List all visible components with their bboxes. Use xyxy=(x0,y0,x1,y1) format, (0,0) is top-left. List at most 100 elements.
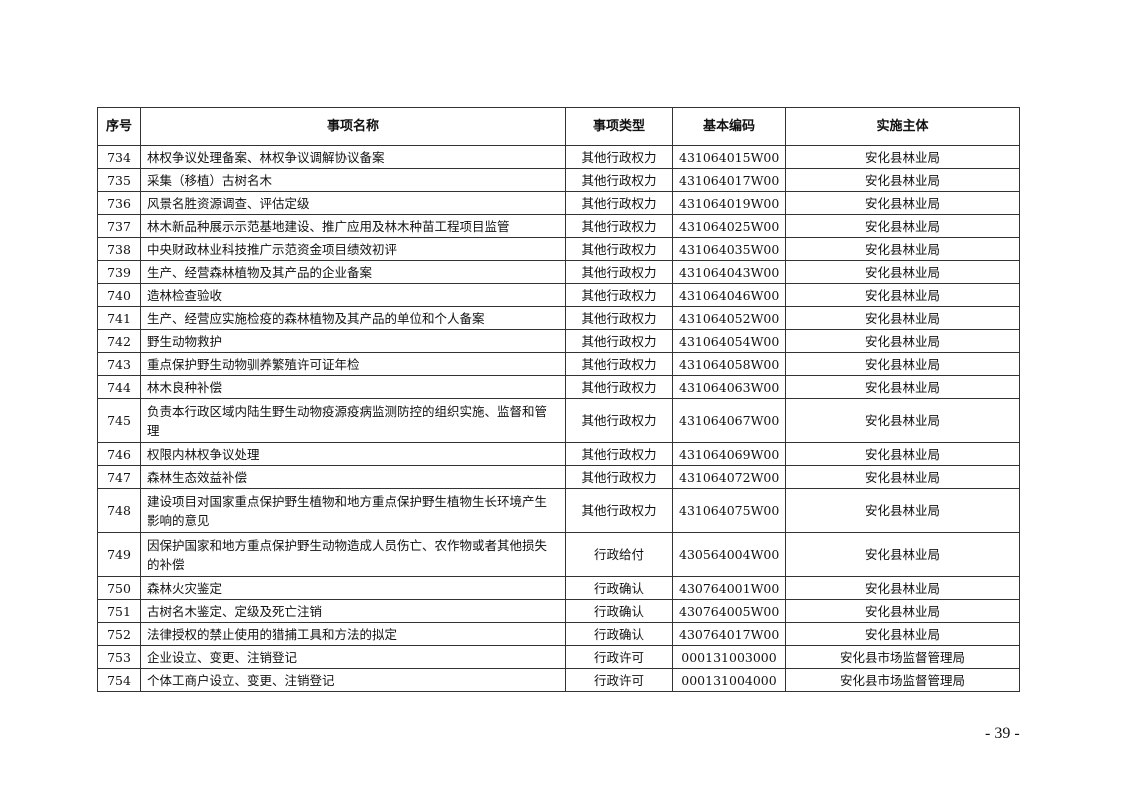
cell-name: 因保护国家和地方重点保护野生动物造成人员伤亡、农作物或者其他损失的补偿 xyxy=(140,532,566,577)
cell-code: 430764017W00 xyxy=(672,622,786,646)
cell-type: 行政确认 xyxy=(565,576,673,600)
cell-type: 其他行政权力 xyxy=(565,352,673,376)
cell-name: 风景名胜资源调查、评估定级 xyxy=(140,191,566,215)
cell-code: 431064052W00 xyxy=(672,306,786,330)
cell-agency: 安化县林业局 xyxy=(785,168,1020,192)
table-row: 747 森林生态效益补偿 其他行政权力 431064072W00 安化县林业局 xyxy=(97,465,1020,489)
table-row: 739 生产、经营森林植物及其产品的企业备案 其他行政权力 431064043W00 安… xyxy=(97,260,1020,284)
cell-name: 个体工商户设立、变更、注销登记 xyxy=(140,668,566,692)
cell-type: 行政确认 xyxy=(565,599,673,623)
cell-seq: 742 xyxy=(97,329,141,353)
table-row: 745 负责本行政区域内陆生野生动物疫源疫病监测防控的组织实施、监督和管理 其他行政… xyxy=(97,398,1020,443)
cell-code: 431064072W00 xyxy=(672,465,786,489)
cell-code: 431064054W00 xyxy=(672,329,786,353)
cell-type: 其他行政权力 xyxy=(565,329,673,353)
cell-code: 431064075W00 xyxy=(672,488,786,533)
cell-name: 林权争议处理备案、林权争议调解协议备案 xyxy=(140,145,566,169)
cell-seq: 736 xyxy=(97,191,141,215)
cell-code: 430564004W00 xyxy=(672,532,786,577)
table-row: 753 企业设立、变更、注销登记 行政许可 000131003000 安化县市场监督管理… xyxy=(97,645,1020,669)
cell-seq: 754 xyxy=(97,668,141,692)
cell-agency: 安化县林业局 xyxy=(785,237,1020,261)
cell-seq: 753 xyxy=(97,645,141,669)
cell-type: 其他行政权力 xyxy=(565,145,673,169)
cell-agency: 安化县林业局 xyxy=(785,532,1020,577)
cell-name: 权限内林权争议处理 xyxy=(140,442,566,466)
cell-agency: 安化县林业局 xyxy=(785,145,1020,169)
cell-agency: 安化县林业局 xyxy=(785,442,1020,466)
table-row: 738 中央财政林业科技推广示范资金项目绩效初评 其他行政权力 431064035W0… xyxy=(97,237,1020,261)
cell-agency: 安化县市场监督管理局 xyxy=(785,645,1020,669)
cell-code: 431064019W00 xyxy=(672,191,786,215)
cell-type: 行政许可 xyxy=(565,645,673,669)
cell-code: 431064025W00 xyxy=(672,214,786,238)
cell-name: 生产、经营森林植物及其产品的企业备案 xyxy=(140,260,566,284)
cell-type: 其他行政权力 xyxy=(565,237,673,261)
cell-seq: 737 xyxy=(97,214,141,238)
cell-seq: 740 xyxy=(97,283,141,307)
table-row: 742 野生动物救护 其他行政权力 431064054W00 安化县林业局 xyxy=(97,329,1020,353)
cell-name: 法律授权的禁止使用的猎捕工具和方法的拟定 xyxy=(140,622,566,646)
cell-name: 古树名木鉴定、定级及死亡注销 xyxy=(140,599,566,623)
cell-type: 其他行政权力 xyxy=(565,442,673,466)
cell-name: 中央财政林业科技推广示范资金项目绩效初评 xyxy=(140,237,566,261)
table-row: 736 风景名胜资源调查、评估定级 其他行政权力 431064019W00 安化县林业局 xyxy=(97,191,1020,215)
cell-seq: 744 xyxy=(97,375,141,399)
cell-seq: 751 xyxy=(97,599,141,623)
table-row: 735 采集（移植）古树名木 其他行政权力 431064017W00 安化县林业局 xyxy=(97,168,1020,192)
cell-code: 431064017W00 xyxy=(672,168,786,192)
cell-seq: 752 xyxy=(97,622,141,646)
cell-type: 其他行政权力 xyxy=(565,465,673,489)
cell-agency: 安化县林业局 xyxy=(785,352,1020,376)
cell-agency: 安化县林业局 xyxy=(785,599,1020,623)
cell-code: 430764001W00 xyxy=(672,576,786,600)
cell-name: 生产、经营应实施检疫的森林植物及其产品的单位和个人备案 xyxy=(140,306,566,330)
header-seq: 序号 xyxy=(97,107,141,146)
cell-agency: 安化县市场监督管理局 xyxy=(785,668,1020,692)
cell-code: 431064043W00 xyxy=(672,260,786,284)
table-row: 746 权限内林权争议处理 其他行政权力 431064069W00 安化县林业局 xyxy=(97,442,1020,466)
cell-type: 其他行政权力 xyxy=(565,375,673,399)
cell-type: 行政许可 xyxy=(565,668,673,692)
table-header-row: 序号 事项名称 事项类型 基本编码 实施主体 xyxy=(97,107,1020,146)
cell-type: 其他行政权力 xyxy=(565,260,673,284)
cell-agency: 安化县林业局 xyxy=(785,306,1020,330)
table-row: 750 森林火灾鉴定 行政确认 430764001W00 安化县林业局 xyxy=(97,576,1020,600)
cell-agency: 安化县林业局 xyxy=(785,214,1020,238)
cell-code: 431064015W00 xyxy=(672,145,786,169)
cell-agency: 安化县林业局 xyxy=(785,375,1020,399)
header-code: 基本编码 xyxy=(672,107,786,146)
cell-seq: 738 xyxy=(97,237,141,261)
cell-agency: 安化县林业局 xyxy=(785,622,1020,646)
cell-type: 其他行政权力 xyxy=(565,191,673,215)
cell-seq: 743 xyxy=(97,352,141,376)
header-type: 事项类型 xyxy=(565,107,673,146)
cell-code: 431064046W00 xyxy=(672,283,786,307)
cell-type: 其他行政权力 xyxy=(565,488,673,533)
cell-type: 行政确认 xyxy=(565,622,673,646)
cell-agency: 安化县林业局 xyxy=(785,283,1020,307)
cell-type: 其他行政权力 xyxy=(565,168,673,192)
table-row: 737 林木新品种展示示范基地建设、推广应用及林木种苗工程项目监管 其他行政权力 43… xyxy=(97,214,1020,238)
cell-seq: 735 xyxy=(97,168,141,192)
cell-name: 森林生态效益补偿 xyxy=(140,465,566,489)
cell-agency: 安化县林业局 xyxy=(785,191,1020,215)
table-row: 741 生产、经营应实施检疫的森林植物及其产品的单位和个人备案 其他行政权力 4310… xyxy=(97,306,1020,330)
page-number: - 39 - xyxy=(985,725,1020,742)
cell-code: 430764005W00 xyxy=(672,599,786,623)
cell-type: 其他行政权力 xyxy=(565,398,673,443)
cell-name: 林木良种补偿 xyxy=(140,375,566,399)
cell-name: 企业设立、变更、注销登记 xyxy=(140,645,566,669)
cell-seq: 750 xyxy=(97,576,141,600)
cell-agency: 安化县林业局 xyxy=(785,260,1020,284)
cell-seq: 747 xyxy=(97,465,141,489)
cell-seq: 748 xyxy=(97,488,141,533)
cell-name: 林木新品种展示示范基地建设、推广应用及林木种苗工程项目监管 xyxy=(140,214,566,238)
table-row: 744 林木良种补偿 其他行政权力 431064063W00 安化县林业局 xyxy=(97,375,1020,399)
cell-agency: 安化县林业局 xyxy=(785,576,1020,600)
cell-code: 431064069W00 xyxy=(672,442,786,466)
cell-type: 其他行政权力 xyxy=(565,306,673,330)
cell-code: 000131003000 xyxy=(672,645,786,669)
table-row: 752 法律授权的禁止使用的猎捕工具和方法的拟定 行政确认 430764017W00 安… xyxy=(97,622,1020,646)
items-table: 序号 事项名称 事项类型 基本编码 实施主体 734 林权争议处理备案、林权争议调… xyxy=(97,107,1020,692)
